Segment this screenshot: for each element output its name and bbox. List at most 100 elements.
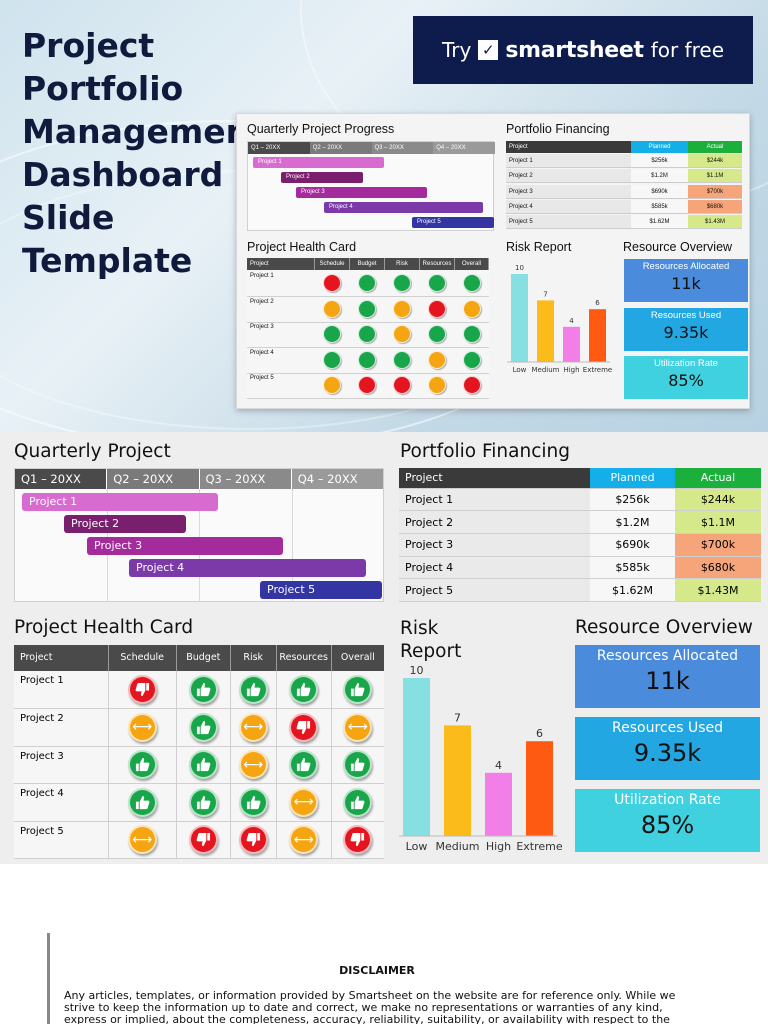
financing-row: Project 3 $690k $700k	[399, 533, 761, 557]
financing-actual-cell: $680k	[675, 556, 761, 580]
risk-bar-extreme	[526, 741, 553, 836]
health-status-cell	[276, 708, 332, 747]
gantt-chart: Q1 – 20XX Q2 – 20XX Q3 – 20XX Q4 – 20XX …	[14, 468, 384, 602]
thumb-health-divider	[247, 296, 489, 297]
gantt-gridline	[292, 489, 293, 601]
thumbs-up-icon	[188, 675, 218, 704]
page-title: Project Portfolio Management Dashboard S…	[22, 26, 265, 280]
gantt-header: Q1 – 20XX Q2 – 20XX Q3 – 20XX Q4 – 20XX	[15, 469, 383, 489]
thumb-resource-value: 85%	[668, 371, 704, 390]
thumb-resource-label: Resources Allocated	[642, 261, 730, 272]
financing-table: Project Planned Actual Project 1 $256k $24…	[399, 468, 761, 602]
risk-bar-low	[511, 274, 528, 362]
resource-card: Utilization Rate 85%	[575, 789, 760, 852]
financing-planned-cell: $1.62M	[590, 578, 675, 602]
thumb-resource-value: 9.35k	[663, 322, 709, 342]
risk-category-label: High	[563, 366, 579, 374]
thumbs-up-icon	[358, 350, 376, 369]
health-status-cell: ⟷	[276, 821, 332, 859]
thumbs-down-icon	[188, 825, 218, 855]
thumbs-up-icon	[463, 350, 481, 369]
thumbs-up-icon	[127, 787, 157, 817]
risk-category-label: Medium	[436, 840, 480, 853]
health-header-risk: Risk	[230, 645, 277, 671]
health-status-cell	[230, 783, 277, 822]
thumb-health-header: Risk	[385, 258, 420, 270]
gantt-quarter: Q1 – 20XX	[15, 469, 108, 489]
dashboard: Quarterly Project Q1 – 20XX Q2 – 20XX Q3…	[0, 432, 768, 864]
thumb-fin-cell: Project 1	[506, 154, 631, 168]
thumb-fin-cell: $256k	[631, 154, 688, 168]
health-project-cell: Project 4	[14, 783, 109, 822]
gantt-quarter: Q3 – 20XX	[199, 469, 292, 489]
health-status-cell	[230, 671, 277, 709]
resource-card: Resources Allocated 11k	[575, 645, 760, 708]
thumb-health-project: Project 2	[250, 298, 274, 305]
thumb-fin-cell: $1.43M	[688, 215, 742, 230]
financing-project-cell: Project 3	[399, 533, 590, 557]
thumb-fin-cell: $690k	[631, 184, 688, 199]
double-arrow-icon	[428, 350, 446, 369]
health-status-cell: ⟷	[108, 708, 177, 747]
health-row: Project 2 ⟷ ⟷ ⟷	[14, 708, 384, 747]
gantt-quarter: Q2 – 20XX	[107, 469, 200, 489]
thumb-gantt-bar: Project 5	[412, 217, 494, 228]
double-arrow-icon	[323, 299, 341, 318]
risk-category-label: Low	[513, 366, 527, 374]
health-status-cell	[331, 746, 384, 784]
health-project-cell: Project 2	[14, 708, 109, 747]
financing-row: Project 2 $1.2M $1.1M	[399, 510, 761, 534]
thumb-resource-title: Resource Overview	[623, 240, 733, 254]
thumbs-up-icon	[289, 675, 319, 704]
health-header-project: Project	[14, 645, 109, 671]
financing-header-project: Project	[399, 468, 590, 489]
risk-bar-high	[563, 326, 580, 362]
health-project-cell: Project 3	[14, 746, 109, 784]
thumb-health-header: Schedule	[315, 258, 350, 270]
financing-project-cell: Project 1	[399, 488, 590, 512]
financing-row: Project 5 $1.62M $1.43M	[399, 578, 761, 602]
health-header-budget: Budget	[176, 645, 231, 671]
thumb-health-project: Project 4	[250, 349, 274, 356]
resource-label: Resources Used	[612, 720, 723, 736]
thumbs-up-icon	[343, 675, 373, 704]
thumbs-up-icon	[188, 712, 218, 742]
thumb-resource-card: Resources Used 9.35k	[624, 307, 748, 351]
double-arrow-icon: ⟷	[289, 825, 319, 855]
thumbs-up-icon	[463, 325, 481, 343]
health-status-cell	[331, 671, 384, 709]
health-row: Project 3 ⟷	[14, 746, 384, 784]
financing-header-row: Project Planned Actual	[399, 468, 761, 489]
financing-planned-cell: $1.2M	[590, 510, 675, 534]
health-status-cell: ⟷	[331, 708, 384, 747]
thumbs-down-icon	[238, 825, 268, 855]
thumb-health-project: Project 1	[250, 273, 274, 279]
thumb-fin-cell: $680k	[688, 199, 742, 214]
thumbs-up-icon	[358, 325, 376, 343]
double-arrow-icon	[323, 376, 341, 394]
health-status-cell	[108, 671, 177, 709]
thumb-gantt: Q1 – 20XX Q2 – 20XX Q3 – 20XX Q4 – 20XX Proj…	[247, 141, 495, 231]
thumb-fin-cell: $1.62M	[631, 215, 688, 230]
try-smartsheet-button[interactable]: Try ✓ smartsheet for free	[413, 16, 753, 84]
health-title: Project Health Card	[14, 617, 194, 638]
risk-report-chart: 10 Low 7 Medium 4 High 6 Extreme	[399, 664, 563, 853]
thumbs-up-icon	[428, 274, 446, 292]
gantt-bar-project-1: Project 1	[22, 493, 218, 511]
thumb-financing-title: Portfolio Financing	[506, 122, 610, 136]
health-status-cell	[331, 821, 384, 859]
financing-header-planned: Planned	[590, 468, 675, 489]
thumb-fin-cell: $1.2M	[631, 169, 688, 184]
thumb-financing: Project Planned Actual Project 1 $256k $244k P…	[506, 141, 742, 231]
double-arrow-icon: ⟷	[238, 712, 268, 742]
double-arrow-icon	[428, 376, 446, 394]
thumb-health-title: Project Health Card	[247, 240, 357, 254]
financing-row: Project 1 $256k $244k	[399, 488, 761, 512]
thumb-gantt-quarter: Q4 – 20XX	[433, 142, 495, 154]
cta-brand-text: smartsheet	[505, 37, 644, 63]
health-row: Project 1	[14, 671, 384, 709]
health-status-cell	[176, 708, 231, 747]
health-status-cell	[176, 783, 231, 822]
risk-value-label: 4	[569, 317, 574, 325]
thumb-fin-cell: $1.1M	[688, 169, 742, 184]
